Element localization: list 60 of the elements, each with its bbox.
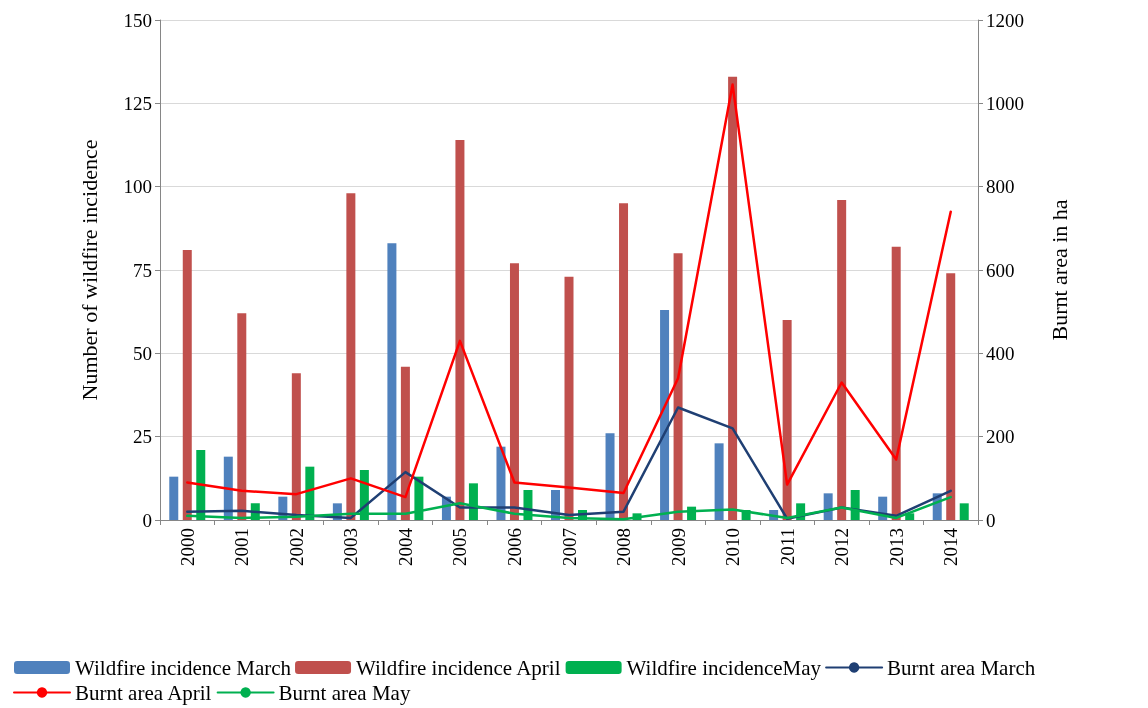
x-tick-label: 2002 [285, 528, 307, 566]
x-tick-label: 2012 [831, 528, 853, 566]
x-tick-label: 2013 [885, 528, 907, 566]
bar [673, 253, 683, 520]
y2-tick-label: 0 [986, 509, 996, 531]
y-tick-label: 0 [142, 509, 152, 531]
x-tick-label: 2004 [394, 527, 416, 566]
y2-tick-label: 800 [986, 176, 1015, 198]
x-tick-label: 2000 [176, 528, 198, 566]
bar [946, 273, 956, 520]
legend-label: Wildfire incidenceMay [626, 655, 822, 680]
bar [660, 310, 670, 520]
bar [837, 200, 847, 520]
y-tick-label: 75 [133, 259, 152, 281]
y-tick-label: 25 [133, 426, 152, 448]
bar [387, 243, 397, 520]
x-tick-label: 2003 [340, 528, 362, 566]
bar [782, 320, 792, 520]
bar [891, 246, 901, 520]
bar [714, 443, 724, 520]
x-tick-label: 2010 [722, 528, 744, 566]
y2-tick-label: 200 [986, 426, 1015, 448]
bar [455, 140, 465, 520]
bar [400, 366, 410, 520]
legend-label: Wildfire incidence April [356, 655, 561, 680]
y2-tick-label: 1200 [986, 9, 1024, 31]
bar [728, 76, 738, 520]
x-tick-label: 2011 [776, 528, 798, 566]
bar [346, 193, 356, 520]
y-tick-label: 50 [133, 342, 152, 364]
y2-tick-label: 400 [986, 342, 1015, 364]
x-tick-label: 2005 [449, 528, 471, 566]
legend-label: Wildfire incidence March [75, 655, 292, 680]
legend-label: Burnt area April [75, 680, 212, 705]
y2-tick-label: 600 [986, 259, 1015, 281]
bar [959, 503, 969, 520]
bar [237, 313, 247, 520]
y-axis-title: Number of wildfire incidence [76, 139, 102, 401]
x-tick-label: 2006 [503, 528, 525, 566]
x-tick-label: 2001 [231, 528, 253, 566]
x-tick-label: 2007 [558, 528, 580, 566]
bar [619, 203, 629, 520]
bar [823, 493, 833, 520]
bar [291, 373, 301, 520]
line-series [186, 83, 952, 499]
y2-tick-label: 1000 [986, 92, 1024, 114]
y-tick-label: 125 [123, 92, 152, 114]
y2-axis-title: Burnt area in ha [1046, 199, 1072, 341]
bar [605, 433, 615, 520]
y-tick-label: 100 [123, 176, 152, 198]
x-tick-label: 2014 [940, 527, 962, 566]
x-tick-label: 2009 [667, 528, 689, 566]
legend-label: Burnt area March [887, 655, 1036, 680]
bar [169, 476, 179, 520]
bar [564, 276, 574, 520]
x-tick-label: 2008 [613, 528, 635, 566]
y-tick-label: 150 [123, 9, 152, 31]
bar [509, 263, 519, 520]
bar [182, 250, 192, 520]
legend-label: Burnt area May [278, 680, 411, 705]
